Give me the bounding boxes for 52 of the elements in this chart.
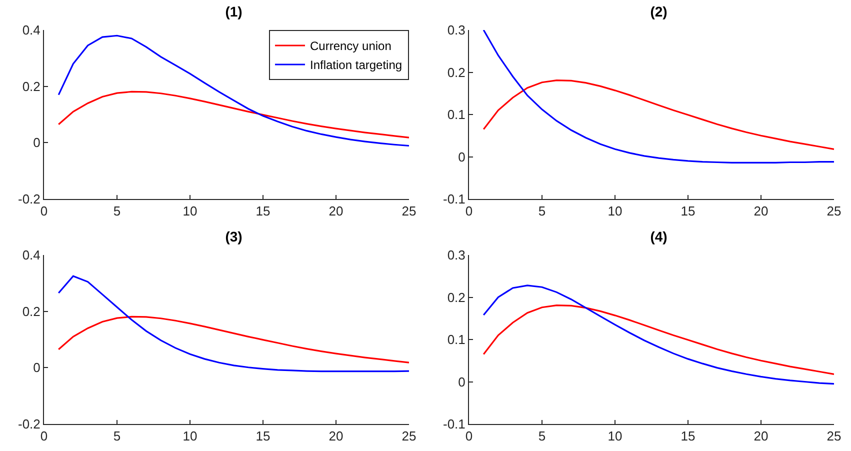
y-tick-label: 0.2 [22, 304, 40, 319]
y-tick-label: -0.1 [442, 416, 466, 432]
x-tick-label: 20 [328, 428, 344, 444]
x-tick-label: 5 [538, 428, 546, 444]
legend-label: Currency union [310, 39, 392, 54]
y-tick-label: 0 [33, 135, 40, 150]
y-tick-label: -0.1 [442, 192, 466, 207]
x-tick-label: 5 [113, 204, 121, 219]
line-series [58, 90, 409, 138]
line-series [58, 275, 409, 372]
x-tick-label: 5 [538, 204, 546, 219]
y-tick-label: 0.3 [447, 22, 466, 38]
x-tick-label: 10 [608, 204, 622, 219]
chart-title: (3) [225, 228, 242, 245]
legend-label: Inflation targeting [310, 58, 402, 72]
chart-title: (1) [225, 4, 242, 20]
chart-title: (4) [650, 228, 668, 245]
x-tick-label: 10 [182, 204, 198, 219]
y-tick-label: 0.1 [447, 332, 466, 348]
y-tick-label: 0.2 [447, 290, 466, 305]
chart-title: (2) [650, 4, 668, 20]
y-tick-label: 0 [33, 360, 40, 376]
x-tick-label: 20 [754, 428, 768, 444]
x-tick-label: 25 [826, 204, 842, 219]
y-tick-label: 0.1 [447, 107, 466, 122]
x-tick-label: 20 [328, 204, 344, 219]
x-tick-label: 15 [256, 204, 270, 219]
x-tick-label: 25 [402, 428, 416, 444]
x-tick-label: 20 [754, 204, 768, 219]
line-series [482, 30, 834, 164]
line-series [482, 79, 834, 150]
x-tick-label: 15 [256, 428, 270, 444]
y-tick-label: 0 [458, 374, 466, 390]
x-tick-label: 25 [402, 204, 416, 219]
line-series [58, 316, 409, 364]
x-tick-label: 25 [826, 428, 842, 444]
y-tick-label: 0.3 [447, 248, 466, 263]
y-tick-label: 0.4 [22, 248, 40, 263]
y-tick-label: 0.2 [22, 78, 40, 94]
x-tick-label: 15 [680, 204, 696, 219]
line-series [58, 34, 409, 147]
x-tick-label: 10 [608, 428, 622, 444]
y-tick-label: 0 [458, 149, 466, 164]
line-series [482, 284, 834, 385]
y-tick-label: 0.2 [447, 64, 466, 80]
y-tick-label: -0.2 [18, 192, 40, 207]
x-tick-label: 15 [680, 428, 696, 444]
x-tick-label: 5 [113, 428, 121, 444]
y-tick-label: 0.4 [22, 22, 40, 38]
y-tick-label: -0.2 [18, 416, 40, 432]
line-series [482, 304, 834, 375]
x-tick-label: 10 [182, 428, 198, 444]
